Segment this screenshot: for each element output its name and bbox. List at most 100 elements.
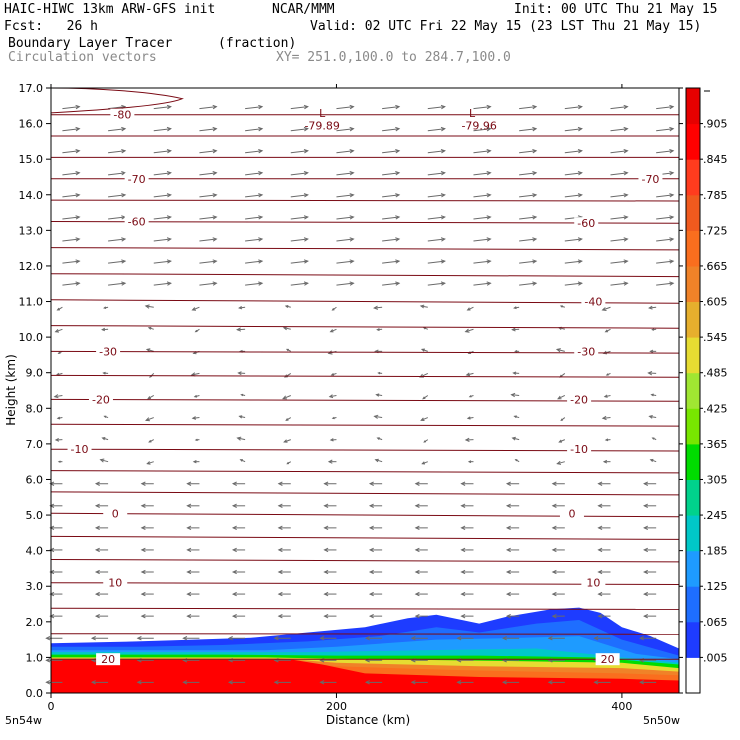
circulation-vector-13 xyxy=(639,680,657,685)
circulation-vector-102 xyxy=(231,525,246,531)
circulation-vector-327 xyxy=(290,171,309,176)
contour-label-bg xyxy=(581,576,606,589)
circulation-vector-4 xyxy=(227,680,246,685)
circulation-vector-97 xyxy=(643,547,657,553)
circulation-vector-161 xyxy=(376,437,383,441)
circulation-vector-349 xyxy=(656,149,675,154)
isotherm-line-10 xyxy=(50,423,680,427)
circulation-vector-346 xyxy=(519,149,538,154)
circulation-vector-5 xyxy=(273,680,291,685)
plot-frame xyxy=(50,87,680,694)
circulation-vector-361 xyxy=(564,126,583,132)
circulation-vector-370 xyxy=(336,104,355,110)
circulation-vector-1 xyxy=(90,680,109,685)
circulation-vector-256 xyxy=(245,281,264,286)
circulation-vector-360 xyxy=(519,126,538,132)
circulation-vector-41 xyxy=(639,636,657,641)
circulation-vector-286 xyxy=(336,237,355,242)
circulation-vector-116 xyxy=(231,503,246,508)
circulation-vector-95 xyxy=(551,547,565,553)
circulation-vector-189 xyxy=(375,393,383,397)
circulation-vector-88 xyxy=(231,547,246,553)
circulation-vector-355 xyxy=(290,126,309,132)
circulation-vector-164 xyxy=(511,436,520,441)
circulation-vector-98 xyxy=(49,525,63,531)
circulation-vector-275 xyxy=(473,259,492,264)
circulation-vector-141 xyxy=(99,458,109,463)
circulation-vector-209 xyxy=(647,371,657,376)
isotherm-line-4 xyxy=(50,559,680,563)
circulation-vector-243 xyxy=(284,305,291,308)
isotherm-line-17 xyxy=(50,247,680,251)
circulation-vector-45 xyxy=(186,613,200,619)
circulation-vector-236 xyxy=(604,328,611,333)
circulation-vector-309 xyxy=(108,193,127,198)
field-units: (fraction) xyxy=(218,36,297,51)
circulation-vector-113 xyxy=(94,503,109,508)
circulation-vector-191 xyxy=(468,395,474,398)
y-tick-label: 8.0 xyxy=(26,402,44,415)
colorbar-segment-5 xyxy=(686,479,700,516)
isotherm-label--30-0: -30 xyxy=(99,345,117,358)
circulation-vector-281 xyxy=(108,237,127,242)
circulation-vector-159 xyxy=(283,439,291,443)
circulation-vector-28 xyxy=(45,636,63,641)
circulation-vector-74 xyxy=(231,569,246,575)
circulation-vector-328 xyxy=(336,171,355,176)
circulation-vector-80 xyxy=(505,569,520,575)
circulation-vector-279 xyxy=(656,259,675,264)
colorbar-segment-1 xyxy=(686,621,700,658)
circulation-vector-2 xyxy=(136,680,154,685)
circulation-vector-326 xyxy=(245,171,264,176)
circulation-vector-369 xyxy=(290,104,309,110)
circulation-vector-128 xyxy=(140,481,154,486)
circulation-vector-188 xyxy=(328,394,337,399)
contour-label-bg xyxy=(638,172,663,185)
y-tick-label: 3.0 xyxy=(26,580,44,593)
circulation-vector-261 xyxy=(473,281,492,286)
isotherm-line-2 xyxy=(50,607,680,610)
circulation-vector-69 xyxy=(643,591,657,597)
colorbar: .005 .065 .125 .185 .245 .305 .365 .425 .485 .545… xyxy=(685,87,728,694)
circulation-vector-73 xyxy=(186,569,200,575)
circulation-vector-237 xyxy=(651,328,657,331)
axis-layer: 0.0 1.0 2.0 3.0 4.0 5.0 6.0 7.0 8.0 9.0 10.0 11.0 12… xyxy=(5,82,683,727)
colorbar-segment-14 xyxy=(686,159,700,196)
circulation-vector-340 xyxy=(245,149,264,154)
circulation-vector-42 xyxy=(49,613,63,619)
circulation-vector-283 xyxy=(199,237,218,242)
x-tick-label: 200 xyxy=(326,700,347,713)
circulation-vector-72 xyxy=(140,569,154,575)
minimum-label-3: -79.96 xyxy=(461,119,496,132)
circulation-vector-109 xyxy=(551,525,565,531)
circulation-vector-288 xyxy=(427,237,446,242)
circulation-vector-195 xyxy=(650,393,657,397)
valid-time: Valid: 02 UTC Fri 22 May 15 (23 LST Thu … xyxy=(310,19,702,34)
isotherm-10 xyxy=(50,582,680,585)
isotherm-layer xyxy=(50,87,680,660)
colorbar-segment-11 xyxy=(686,265,700,302)
circulation-vector-225 xyxy=(101,327,109,332)
circulation-vector-371 xyxy=(382,104,401,110)
circulation-vector-337 xyxy=(108,149,127,154)
y-tick-label: 15.0 xyxy=(19,153,44,166)
circulation-vector-81 xyxy=(551,569,565,575)
x-tick-label: 0 xyxy=(48,700,55,713)
circulation-vector-338 xyxy=(153,149,172,154)
colorbar-segment-16 xyxy=(686,88,700,125)
circulation-vector-66 xyxy=(505,591,520,597)
circulation-vector-316 xyxy=(427,193,446,198)
circulation-vector-182 xyxy=(53,394,63,399)
circulation-vector-103 xyxy=(277,525,291,531)
circulation-vector-244 xyxy=(331,306,337,311)
circulation-vector-93 xyxy=(460,547,474,553)
circulation-vector-143 xyxy=(192,460,200,464)
circulation-vector-156 xyxy=(148,439,154,443)
y-tick-label: 7.0 xyxy=(26,438,44,451)
circulation-vector-310 xyxy=(153,193,172,198)
circulation-vector-276 xyxy=(519,259,538,264)
circulation-vector-84 xyxy=(49,547,63,553)
y-tick-label: 0.0 xyxy=(26,687,44,700)
isotherm-label--10-1: -10 xyxy=(570,443,588,456)
circulation-vector-291 xyxy=(564,237,583,242)
